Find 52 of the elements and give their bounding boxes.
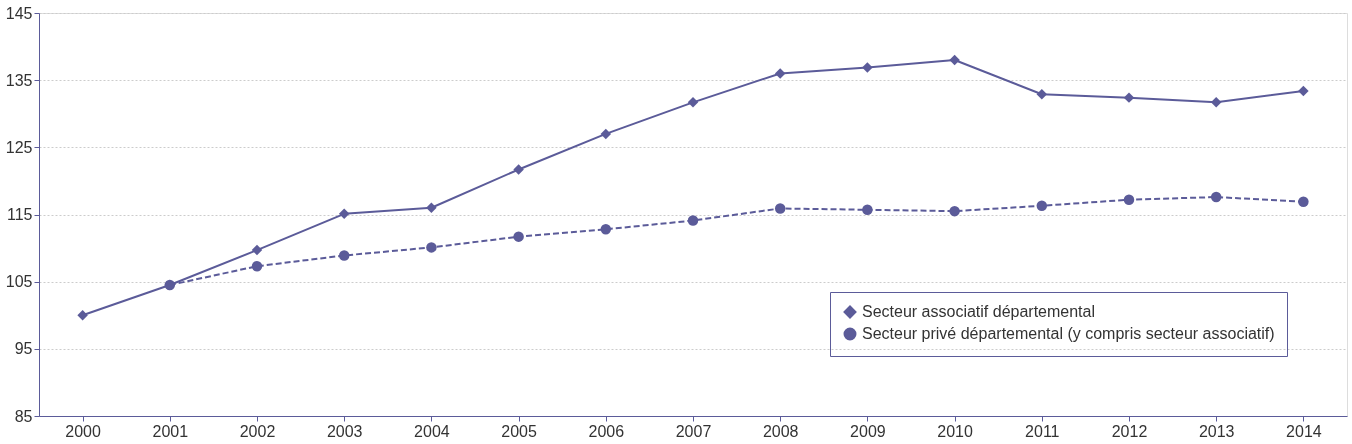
point [77, 310, 88, 321]
point [774, 68, 786, 79]
point [687, 215, 699, 226]
point [1123, 92, 1135, 103]
y-tick-label: 85 [14, 407, 33, 425]
point [164, 279, 176, 291]
point [949, 205, 960, 217]
x-tick-label: 2007 [675, 422, 712, 440]
point [513, 164, 524, 175]
x-tick-label: 2005 [501, 422, 537, 440]
point [251, 260, 263, 272]
legend-label: Secteur associatif départemental [862, 303, 1096, 320]
legend-label: Secteur privé départemental (y compris secteur associatif) [862, 325, 1275, 342]
x-tick-label: 2000 [65, 422, 101, 440]
point [600, 224, 612, 235]
point [513, 231, 524, 242]
point [426, 202, 437, 214]
x-tick-label: 2013 [1198, 422, 1235, 440]
x-tick-label: 2001 [152, 422, 189, 440]
point [949, 54, 960, 66]
x-tick-label: 2004 [414, 422, 450, 440]
y-tick-label: 145 [5, 4, 33, 22]
y-tick-label: 115 [6, 206, 33, 223]
point [1123, 194, 1135, 205]
point [1036, 200, 1048, 211]
point [600, 128, 612, 140]
point [251, 244, 263, 256]
point [1298, 85, 1309, 97]
x-tick-label: 2010 [937, 422, 973, 440]
x-tick-label: 2008 [762, 422, 799, 440]
x-tick-label: 2014 [1286, 422, 1322, 440]
x-tick-label: 2002 [239, 422, 276, 440]
x-tick-label: 2003 [326, 422, 363, 440]
point [862, 204, 873, 216]
point [687, 97, 699, 108]
point [1210, 97, 1222, 108]
y-tick-label: 95 [14, 340, 33, 358]
point [1210, 191, 1222, 203]
y-tick-label: 125 [5, 138, 33, 156]
x-tick-label: 2006 [588, 422, 625, 440]
point [862, 62, 873, 73]
point [338, 208, 350, 220]
point [1298, 196, 1309, 207]
y-tick-label: 105 [5, 273, 33, 291]
point [774, 203, 786, 214]
point [338, 250, 350, 261]
point [426, 242, 437, 253]
x-tick-label: 2009 [850, 422, 886, 440]
y-tick-label: 135 [5, 71, 33, 89]
x-tick-label: 2012 [1111, 422, 1148, 440]
point [1036, 89, 1048, 100]
x-tick-label: 2011 [1025, 422, 1060, 440]
